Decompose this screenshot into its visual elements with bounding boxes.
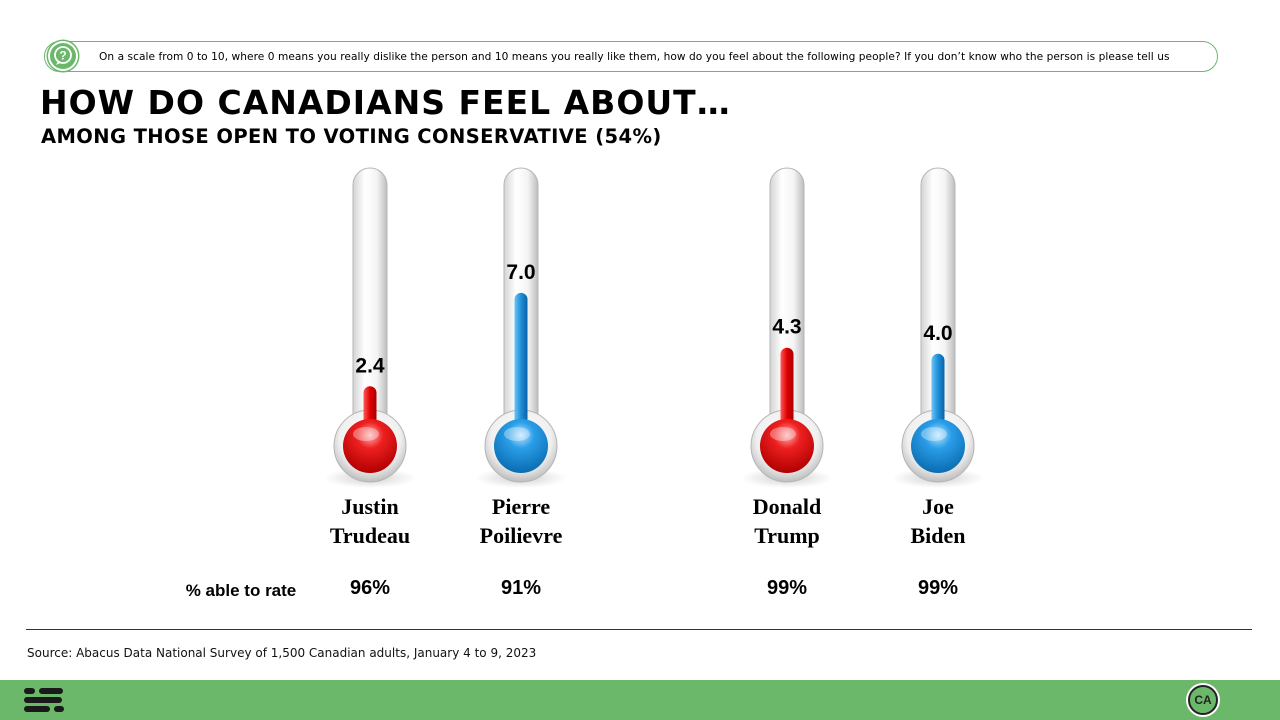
- value-label: 4.3: [772, 316, 801, 339]
- able-to-rate-value: 91%: [501, 577, 541, 599]
- category-label-line1: Pierre: [492, 494, 550, 519]
- source-note: Source: Abacus Data National Survey of 1…: [27, 646, 537, 660]
- category-label-line1: Joe: [922, 494, 954, 519]
- thermometer-chart: 2.4 Justin Trudeau 96% 7.0 Pierre Poilievre 91%…: [186, 167, 984, 600]
- thermometer-0: 2.4 Justin Trudeau 96%: [324, 167, 416, 599]
- bulb-highlight: [770, 427, 796, 441]
- thermometer-bulb: [343, 419, 397, 473]
- footer-bar: [0, 680, 1280, 720]
- able-to-rate-value: 96%: [350, 577, 390, 599]
- svg-text:?: ?: [59, 49, 66, 63]
- question-bubble-icon: ?: [48, 41, 78, 71]
- category-label-line2: Trump: [754, 523, 820, 548]
- question-text: On a scale from 0 to 10, where 0 means y…: [99, 51, 1170, 63]
- chart-title: HOW DO CANADIANS FEEL ABOUT…: [40, 83, 731, 122]
- question-box: ? On a scale from 0 to 10, where 0 means…: [44, 41, 1218, 72]
- bulb-highlight: [504, 427, 530, 441]
- footer-divider: [26, 629, 1252, 630]
- row-label-able-to-rate: % able to rate: [186, 581, 297, 600]
- category-label-line1: Justin: [341, 494, 398, 519]
- category-label-line2: Poilievre: [480, 523, 563, 548]
- thermometer-3: 4.0 Joe Biden 99%: [892, 167, 984, 599]
- thermometer-bulb: [911, 419, 965, 473]
- thermometer-bulb: [760, 419, 814, 473]
- bulb-highlight: [353, 427, 379, 441]
- category-label-line2: Biden: [910, 523, 965, 548]
- category-label-line2: Trudeau: [330, 523, 410, 548]
- able-to-rate-value: 99%: [767, 577, 807, 599]
- abacus-logo-icon: [24, 688, 64, 712]
- thermometer-bulb: [494, 419, 548, 473]
- value-label: 2.4: [355, 354, 385, 377]
- thermometer-1: 7.0 Pierre Poilievre 91%: [475, 167, 567, 599]
- category-label-line1: Donald: [753, 494, 821, 519]
- badge-ca: CA: [1188, 685, 1218, 715]
- value-label: 7.0: [506, 261, 535, 284]
- chart-subtitle: AMONG THOSE OPEN TO VOTING CONSERVATIVE …: [41, 125, 662, 148]
- bulb-highlight: [921, 427, 947, 441]
- value-label: 4.0: [923, 322, 952, 345]
- thermometer-fill: [514, 292, 528, 446]
- thermometer-2: 4.3 Donald Trump 99%: [741, 167, 833, 599]
- able-to-rate-value: 99%: [918, 577, 958, 599]
